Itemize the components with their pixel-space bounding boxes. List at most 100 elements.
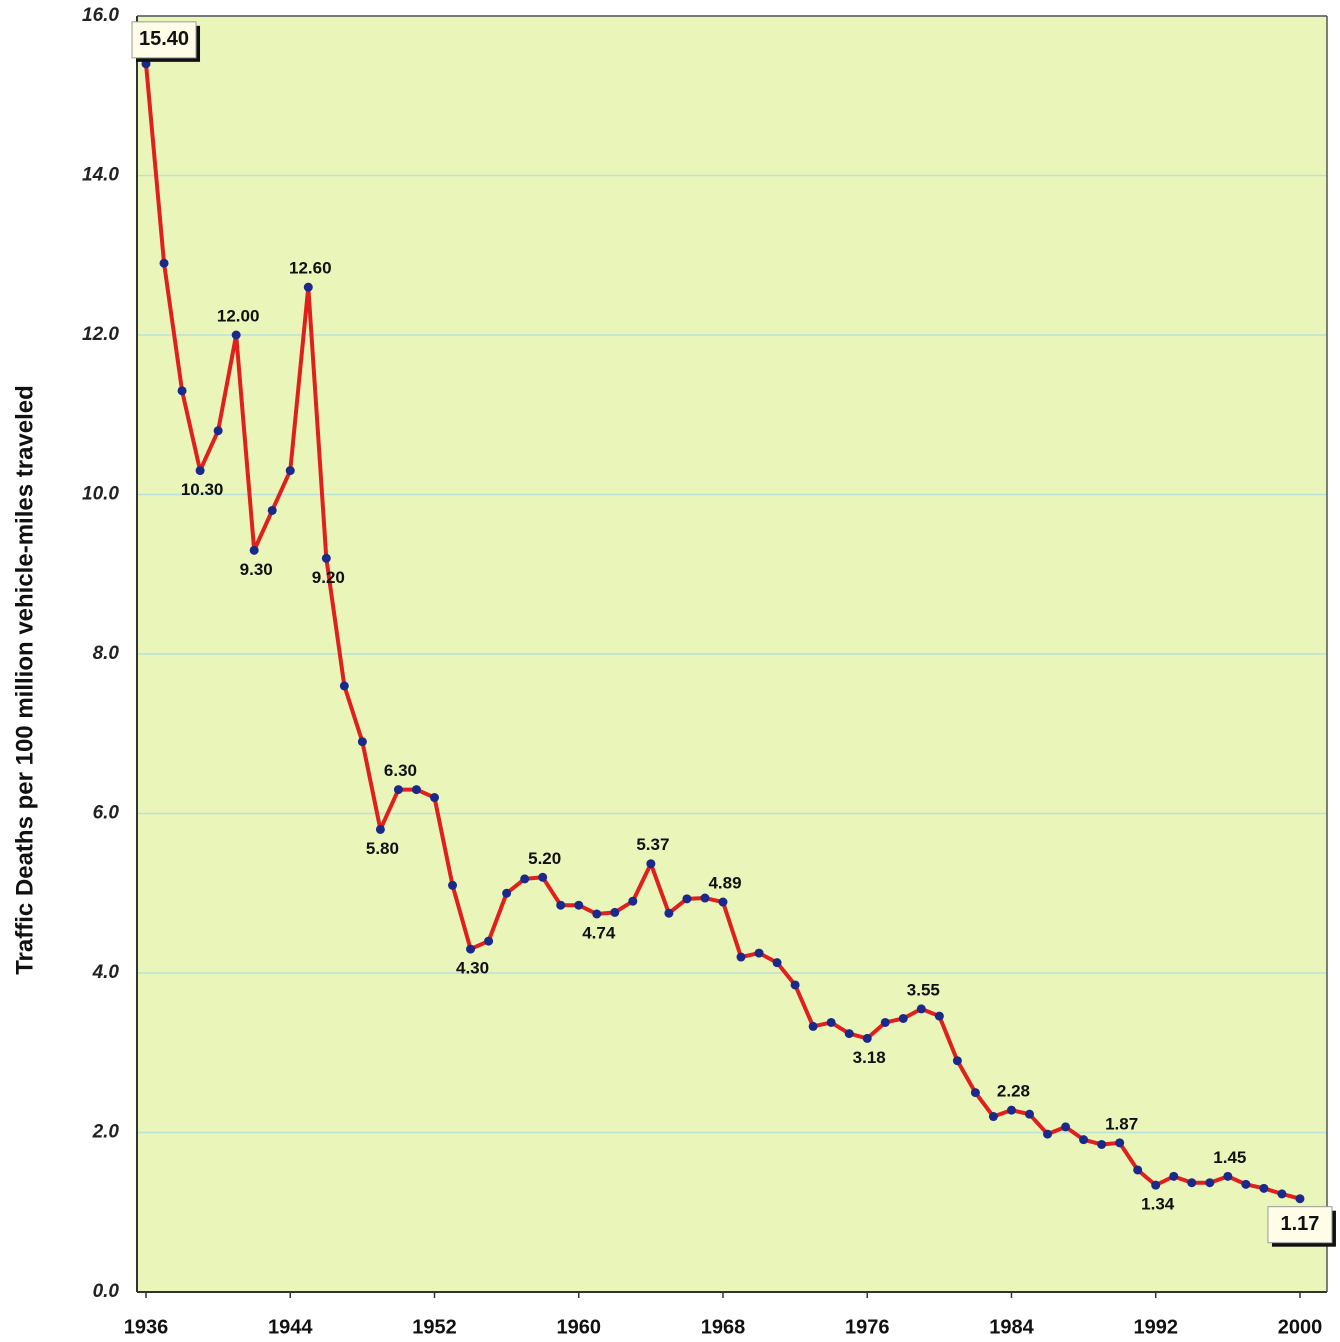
data-point <box>862 1033 872 1043</box>
data-point <box>466 944 476 954</box>
y-axis-label: Traffic Deaths per 100 million vehicle-m… <box>11 385 38 975</box>
data-point <box>880 1017 890 1027</box>
data-point <box>988 1112 998 1122</box>
data-label: 5.20 <box>528 849 561 868</box>
data-point <box>177 386 187 396</box>
data-point <box>826 1017 836 1027</box>
data-point <box>484 936 494 946</box>
label-box <box>1267 1206 1333 1244</box>
data-label: 15.40 <box>139 28 189 50</box>
data-label: 12.00 <box>217 306 260 325</box>
data-point <box>754 948 764 958</box>
data-label: 1.17 <box>1280 1213 1319 1235</box>
data-point <box>430 793 439 803</box>
x-tick-label: 2000 <box>1278 1316 1323 1338</box>
x-tick-label: 1952 <box>412 1316 457 1338</box>
y-tick-label: 0.0 <box>93 1281 120 1302</box>
data-point <box>574 900 584 910</box>
data-point <box>502 888 512 898</box>
data-point <box>646 859 656 869</box>
data-point <box>808 1021 818 1031</box>
data-label: 9.20 <box>312 568 345 587</box>
data-point <box>700 893 710 903</box>
data-point <box>1223 1171 1233 1181</box>
data-label: 6.30 <box>384 761 417 780</box>
data-point <box>1259 1183 1269 1193</box>
data-label: 5.37 <box>636 835 669 854</box>
data-point <box>411 785 421 795</box>
label-box <box>131 21 197 59</box>
x-tick-label: 1944 <box>268 1316 313 1338</box>
data-point <box>375 824 385 834</box>
data-point <box>1169 1171 1179 1181</box>
data-point <box>934 1011 944 1021</box>
data-point <box>538 872 548 882</box>
y-tick-label: 8.0 <box>93 643 120 664</box>
data-point <box>1043 1129 1053 1139</box>
data-point <box>1295 1194 1305 1204</box>
data-label: 3.55 <box>907 980 940 999</box>
data-point <box>718 897 728 907</box>
data-label: 5.80 <box>366 839 399 858</box>
data-point <box>249 545 259 555</box>
data-point <box>1133 1165 1143 1175</box>
data-point <box>916 1004 926 1014</box>
data-point <box>1006 1105 1016 1115</box>
data-label: 1.34 <box>1141 1195 1175 1214</box>
data-point <box>393 785 403 795</box>
data-label: 4.30 <box>456 959 489 978</box>
x-tick-label: 1992 <box>1133 1316 1178 1338</box>
data-point <box>1115 1138 1125 1148</box>
x-tick-label: 1968 <box>701 1316 746 1338</box>
data-label: 1.45 <box>1213 1148 1246 1167</box>
data-point <box>448 880 458 890</box>
y-tick-label: 12.0 <box>82 324 119 345</box>
data-point <box>1097 1139 1107 1149</box>
data-label: 4.89 <box>708 874 741 893</box>
x-tick-label: 1984 <box>989 1316 1034 1338</box>
data-point <box>1151 1180 1161 1190</box>
data-label: 3.18 <box>853 1048 886 1067</box>
data-point <box>772 958 782 968</box>
data-point <box>520 874 530 884</box>
x-tick-label: 1936 <box>124 1316 169 1338</box>
data-point <box>970 1088 980 1098</box>
data-point <box>790 980 800 990</box>
data-point <box>159 258 169 268</box>
data-point <box>592 909 602 919</box>
data-point <box>844 1029 854 1039</box>
data-point <box>267 505 277 515</box>
data-point <box>628 896 638 906</box>
data-label: 1.87 <box>1105 1114 1138 1133</box>
data-point <box>736 952 746 962</box>
y-tick-label: 6.0 <box>93 803 120 824</box>
data-label: 2.28 <box>997 1082 1030 1101</box>
data-label: 12.60 <box>289 259 332 278</box>
y-tick-label: 14.0 <box>82 165 119 186</box>
data-point <box>1241 1179 1251 1189</box>
data-point <box>1205 1178 1215 1188</box>
data-point <box>1061 1122 1071 1132</box>
data-point <box>1187 1178 1197 1188</box>
data-point <box>231 330 241 340</box>
data-point <box>610 907 620 917</box>
data-point <box>303 282 313 292</box>
data-point <box>195 466 205 476</box>
data-point <box>952 1056 962 1066</box>
data-point <box>285 466 295 476</box>
data-point <box>213 426 223 436</box>
y-tick-label: 10.0 <box>82 484 119 505</box>
y-tick-label: 2.0 <box>92 1122 120 1143</box>
y-tick-label: 4.0 <box>92 962 120 983</box>
data-point <box>1277 1189 1287 1199</box>
data-point <box>357 737 367 747</box>
y-tick-label: 16.0 <box>82 5 119 26</box>
data-point <box>556 900 566 910</box>
data-point <box>1079 1135 1089 1145</box>
data-label: 9.30 <box>240 560 273 579</box>
data-point <box>1025 1109 1034 1119</box>
data-label: 4.74 <box>582 923 616 942</box>
data-point <box>898 1013 908 1023</box>
x-tick-label: 1960 <box>556 1316 601 1338</box>
